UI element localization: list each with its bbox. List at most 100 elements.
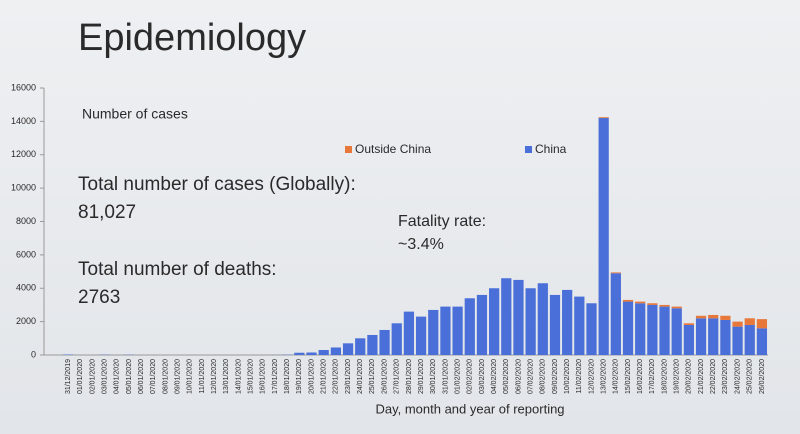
bar-segment: [549, 294, 561, 355]
x-tick-label: 02/01/2020: [89, 359, 96, 394]
bar-segment: [294, 352, 305, 355]
bar-segment: [622, 299, 634, 302]
x-tick-label: 21/01/2020: [321, 359, 328, 394]
bar-segment: [744, 324, 755, 355]
x-tick-label: 20/01/2020: [308, 359, 315, 394]
bar-segment: [403, 311, 415, 355]
x-tick-label: 03/02/2020: [479, 359, 486, 394]
bar-segment: [525, 288, 536, 355]
x-tick-label: 13/02/2020: [601, 359, 608, 394]
x-tick-label: 05/01/2020: [126, 359, 133, 394]
bar-segment: [683, 323, 694, 325]
y-tick-label: 6000: [16, 249, 36, 259]
bar-segment: [683, 324, 694, 355]
x-tick-label: 14/02/2020: [613, 359, 620, 394]
bar-segment: [610, 273, 621, 355]
x-tick-label: 29/01/2020: [418, 359, 425, 394]
bar-segment: [562, 289, 573, 355]
bar-segment: [598, 117, 609, 119]
bar-segment: [586, 303, 597, 355]
annotation: Fatality rate:: [398, 213, 486, 230]
x-tick-label: 30/01/2020: [430, 359, 437, 394]
bar-segment: [756, 328, 768, 355]
x-tick-label: 24/01/2020: [357, 359, 364, 394]
x-tick-label: 05/02/2020: [503, 359, 510, 394]
bar-segment: [708, 314, 719, 319]
x-tick-label: 08/01/2020: [162, 359, 169, 394]
x-tick-label: 23/02/2020: [722, 359, 729, 394]
x-tick-label: 21/02/2020: [698, 359, 705, 394]
x-tick-label: 15/02/2020: [625, 359, 632, 394]
annotation: Total number of cases (Globally):: [78, 174, 356, 195]
x-tick-label: 26/02/2020: [759, 359, 766, 394]
bar-segment: [513, 279, 524, 355]
bar-segment: [635, 301, 646, 304]
bar-segment: [635, 303, 646, 355]
x-tick-label: 17/02/2020: [649, 359, 656, 394]
x-tick-label: 12/01/2020: [211, 359, 218, 394]
x-tick-label: 10/02/2020: [564, 359, 571, 394]
x-tick-label: 15/01/2020: [248, 359, 255, 394]
bar-segment: [756, 319, 768, 329]
legend-swatch: [345, 146, 352, 153]
bar-segment: [379, 329, 390, 355]
x-tick-label: 04/01/2020: [114, 359, 121, 394]
bar-segment: [464, 298, 475, 355]
subtitle: Number of cases: [82, 106, 188, 122]
x-tick-label: 22/02/2020: [710, 359, 717, 394]
x-tick-label: 11/02/2020: [576, 359, 583, 394]
x-tick-label: 07/01/2020: [150, 359, 157, 394]
x-tick-label: 16/01/2020: [260, 359, 267, 394]
y-tick-label: 2000: [16, 316, 36, 326]
x-tick-label: 18/02/2020: [661, 359, 668, 394]
x-tick-label: 25/02/2020: [747, 359, 754, 394]
annotation: 2763: [78, 287, 120, 308]
x-tick-label: 31/01/2020: [442, 359, 449, 394]
y-tick-label: 14000: [11, 116, 36, 126]
x-tick-label: 28/01/2020: [406, 359, 413, 394]
bar-segment: [330, 347, 341, 355]
annotation: Total number of deaths:: [78, 259, 277, 280]
x-tick-label: 10/01/2020: [187, 359, 194, 394]
bar-segment: [695, 315, 707, 319]
x-tick-label: 22/01/2020: [333, 359, 340, 394]
bar-segment: [428, 309, 439, 355]
x-tick-label: 23/01/2020: [345, 359, 352, 394]
x-tick-label: 24/02/2020: [734, 359, 741, 394]
x-tick-label: 19/01/2020: [296, 359, 303, 394]
x-tick-label: 20/02/2020: [686, 359, 693, 394]
annotation: ~3.4%: [398, 236, 444, 253]
bar-segment: [647, 303, 658, 305]
x-tick-label: 01/01/2020: [77, 359, 84, 394]
x-tick-label: 08/02/2020: [540, 359, 547, 394]
x-tick-label: 03/01/2020: [101, 359, 108, 394]
y-tick-label: 10000: [11, 183, 36, 193]
x-tick-label: 09/02/2020: [552, 359, 559, 394]
x-tick-label: 17/01/2020: [272, 359, 279, 394]
x-tick-label: 07/02/2020: [527, 359, 534, 394]
bar-segment: [744, 318, 755, 325]
x-tick-label: 14/01/2020: [235, 359, 242, 394]
bar-segment: [659, 306, 670, 355]
bar-segment: [732, 321, 743, 327]
bar-segment: [671, 308, 682, 355]
bar-segment: [622, 301, 634, 355]
y-tick-label: 0: [31, 349, 36, 359]
bar-segment: [306, 352, 317, 355]
bar-segment: [391, 323, 402, 355]
x-tick-label: 04/02/2020: [491, 359, 498, 394]
x-tick-label: 06/01/2020: [138, 359, 145, 394]
bar-segment: [574, 296, 585, 355]
bar-segment: [318, 349, 329, 355]
y-tick-label: 12000: [11, 149, 36, 159]
bar-segment: [452, 306, 463, 355]
x-tick-label: 19/02/2020: [674, 359, 681, 394]
bar-segment: [720, 319, 731, 355]
x-tick-label: 09/01/2020: [174, 359, 181, 394]
bar-segment: [501, 278, 512, 355]
bar-segment: [720, 315, 731, 320]
x-tick-label: 18/01/2020: [284, 359, 291, 394]
y-tick-label: 16000: [11, 82, 36, 92]
bar-segment: [708, 318, 719, 355]
